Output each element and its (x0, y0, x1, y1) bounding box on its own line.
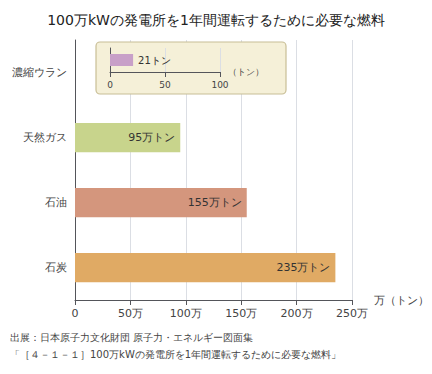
svg-text:天然ガス: 天然ガス (23, 131, 67, 144)
svg-text:50万: 50万 (118, 307, 143, 320)
svg-text:50: 50 (159, 80, 171, 90)
svg-text:250万: 250万 (336, 307, 368, 320)
svg-text:0: 0 (72, 307, 79, 320)
svg-text:0: 0 (107, 80, 113, 90)
svg-text:濃縮ウラン: 濃縮ウラン (12, 66, 67, 79)
svg-text:155万トン: 155万トン (188, 196, 242, 209)
svg-text:21トン: 21トン (138, 55, 171, 66)
svg-text:100万: 100万 (170, 307, 202, 320)
svg-text:万（トン）: 万（トン） (374, 294, 429, 307)
svg-text:100万kWの発電所を1年間運転するために必要な燃料: 100万kWの発電所を1年間運転するために必要な燃料 (47, 12, 385, 28)
svg-text:（トン）: （トン） (228, 67, 264, 77)
svg-text:200万: 200万 (281, 307, 313, 320)
svg-text:150万: 150万 (225, 307, 257, 320)
svg-text:石油: 石油 (45, 196, 67, 209)
svg-text:100: 100 (211, 80, 228, 90)
svg-text:95万トン: 95万トン (128, 131, 175, 144)
svg-text:235万トン: 235万トン (276, 261, 330, 274)
svg-text:出展：日本原子力文化財団 原子力・エネルギー図面集: 出展：日本原子力文化財団 原子力・エネルギー図面集 (10, 332, 253, 343)
svg-text:「［４－１－１］100万kWの発電所を1年間運転するために必: 「［４－１－１］100万kWの発電所を1年間運転するために必要な燃料」 (10, 349, 341, 360)
svg-text:石炭: 石炭 (45, 261, 67, 274)
